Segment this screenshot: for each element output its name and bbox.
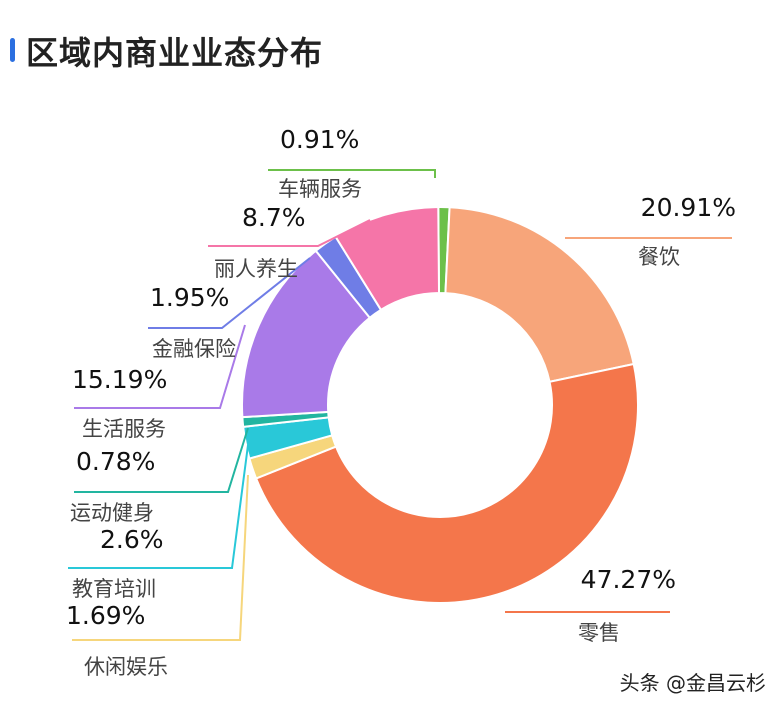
- leader-line-1: [268, 169, 436, 178]
- pct-label-3: 47.27%: [581, 565, 676, 594]
- watermark: 头条 @金昌云杉: [619, 671, 766, 695]
- pct-label-5: 2.6%: [100, 525, 164, 554]
- title-accent-bar: [10, 38, 15, 62]
- leader-line-9: [208, 219, 371, 247]
- category-label-3: 零售: [578, 621, 620, 645]
- category-label-9: 丽人养生: [214, 257, 298, 281]
- pct-label-2: 20.91%: [641, 193, 736, 222]
- pct-label-8: 1.95%: [150, 283, 229, 312]
- pct-label-4: 1.69%: [66, 601, 145, 630]
- slice-2: [444, 206, 635, 383]
- category-label-4: 休闲娱乐: [84, 655, 168, 679]
- category-label-6: 运动健身: [70, 501, 154, 525]
- category-label-7: 生活服务: [82, 417, 166, 441]
- leader-line-6: [74, 427, 249, 493]
- category-label-2: 餐饮: [638, 245, 680, 269]
- leader-line-5: [68, 444, 249, 569]
- leader-line-8: [148, 257, 311, 329]
- pct-label-6: 0.78%: [76, 447, 155, 476]
- category-label-8: 金融保险: [152, 337, 236, 361]
- category-label-5: 教育培训: [72, 577, 156, 601]
- chart-title: 区域内商业业态分布: [26, 34, 324, 72]
- leader-line-4: [72, 474, 249, 641]
- leader-line-7: [74, 324, 246, 409]
- slice-3: [254, 362, 639, 604]
- pct-label-7: 15.19%: [72, 365, 167, 394]
- pct-label-1: 0.91%: [280, 125, 359, 154]
- pct-label-9: 8.7%: [242, 203, 306, 232]
- category-label-1: 车辆服务: [278, 177, 362, 201]
